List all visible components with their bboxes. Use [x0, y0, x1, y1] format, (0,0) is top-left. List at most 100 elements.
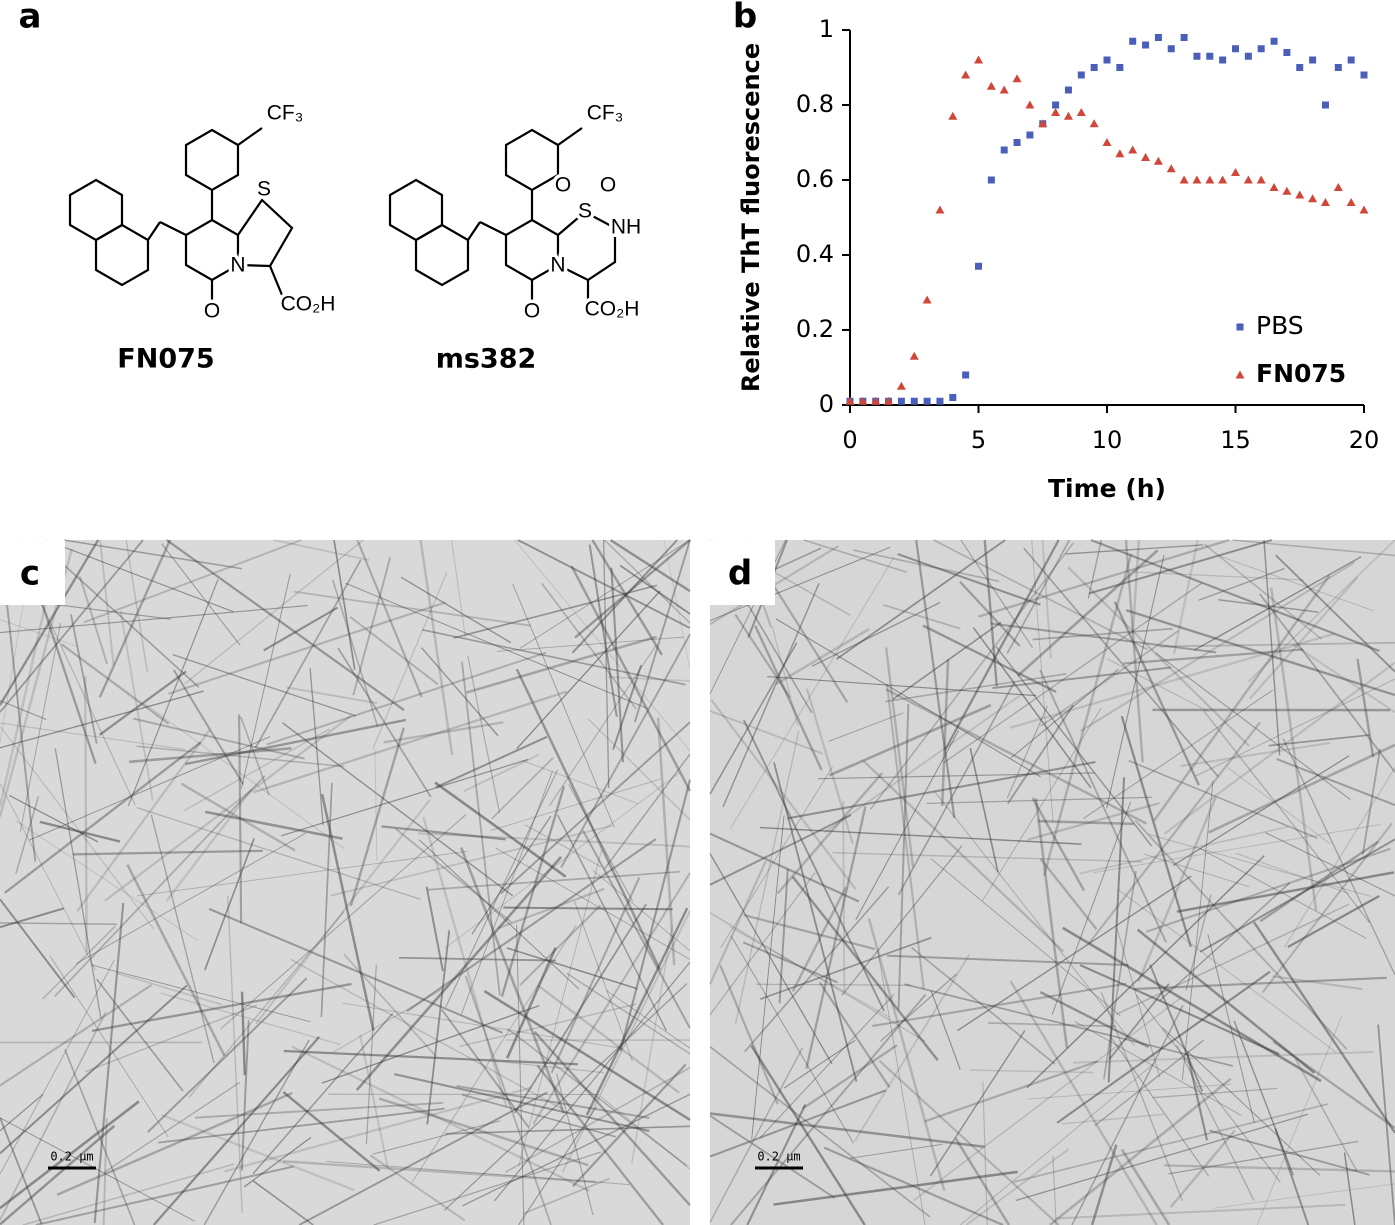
fibril	[0, 690, 204, 749]
fibril	[943, 582, 1203, 764]
fibril	[0, 1100, 140, 1210]
fibril	[1088, 721, 1261, 944]
fibril	[1131, 539, 1141, 634]
fibril	[320, 782, 333, 1017]
x-tick-label: 5	[971, 426, 986, 454]
data-point	[1231, 168, 1240, 176]
fibril	[506, 1027, 688, 1167]
fibril	[773, 1170, 1018, 1206]
fibril	[394, 1073, 650, 1132]
fibril	[0, 984, 188, 1155]
fibril	[496, 636, 684, 652]
fibril	[754, 625, 823, 771]
bond	[557, 127, 583, 146]
fibril	[619, 564, 691, 615]
fibril	[1227, 767, 1331, 845]
fibril	[398, 956, 556, 962]
fibril	[290, 958, 564, 1111]
data-point	[1051, 108, 1061, 116]
scale-bar-label: 0.2 µm	[50, 1150, 93, 1164]
atom-label: NH	[611, 216, 641, 239]
fibril	[734, 730, 800, 1025]
fibril	[849, 1143, 943, 1159]
fibril	[743, 913, 876, 951]
fibril	[884, 647, 915, 868]
fibril	[1137, 796, 1217, 983]
fibril	[496, 1060, 605, 1074]
fibril	[255, 799, 431, 1025]
fibril	[588, 544, 618, 717]
fibril	[599, 1095, 691, 1170]
fibril	[842, 801, 846, 993]
fibril	[1128, 760, 1318, 839]
fibril	[0, 722, 186, 751]
data-point	[987, 176, 995, 184]
data-point	[1013, 139, 1021, 146]
fibril	[730, 993, 927, 1225]
fibril	[1120, 715, 1192, 948]
atom-label: S	[257, 178, 271, 201]
fibril	[374, 749, 378, 861]
bond	[147, 221, 161, 241]
fibril	[926, 796, 1152, 805]
fibril	[0, 1093, 44, 1132]
fibril	[557, 814, 667, 1031]
fibril	[119, 610, 154, 801]
fibril	[495, 847, 691, 960]
fibril	[561, 910, 691, 1173]
fibril	[734, 613, 791, 698]
fibril	[252, 1012, 394, 1175]
fibril	[992, 666, 1172, 690]
data-point	[1129, 37, 1137, 45]
fibril	[136, 745, 345, 768]
fibril	[1259, 593, 1395, 773]
fibril	[471, 815, 552, 935]
fibril	[568, 784, 634, 902]
fibril	[467, 655, 501, 813]
fibril	[104, 714, 352, 902]
fibril	[1263, 539, 1281, 756]
fibril	[1253, 921, 1395, 1134]
data-point	[909, 351, 919, 360]
fibril	[1110, 1037, 1210, 1177]
y-tick-label: 0.2	[796, 315, 834, 343]
fibril	[1103, 870, 1137, 1080]
fibril	[91, 982, 352, 1032]
x-axis-title: Time (h)	[1048, 474, 1166, 503]
fibril	[1294, 1058, 1358, 1172]
fibril	[365, 964, 377, 1145]
fibril	[451, 539, 467, 639]
fibril	[1123, 648, 1304, 665]
scale-bar-label: 0.2 µm	[757, 1150, 800, 1164]
fibril	[421, 647, 499, 737]
fibril	[854, 954, 971, 1142]
fibril	[1176, 1044, 1255, 1201]
data-point	[1219, 56, 1227, 64]
fibril	[0, 959, 115, 1175]
fibril	[0, 1012, 107, 1221]
fibril	[293, 590, 531, 627]
fibril	[729, 926, 890, 1018]
data-point	[1038, 119, 1048, 128]
data-point	[1334, 64, 1342, 71]
fibril	[372, 1120, 501, 1155]
data-point	[1269, 183, 1279, 191]
fibril	[461, 661, 501, 996]
fibril	[1272, 975, 1363, 991]
fibril	[129, 747, 292, 764]
fibril	[609, 539, 691, 593]
fibril	[776, 772, 884, 895]
fibril	[1051, 801, 1132, 1015]
fibril	[506, 947, 638, 990]
fibril	[1259, 840, 1379, 923]
fibril	[1213, 1183, 1395, 1209]
fibril	[990, 622, 1217, 654]
fibril	[1272, 1040, 1395, 1129]
fibril	[1116, 927, 1161, 1078]
fibril	[1042, 553, 1133, 876]
fibril	[309, 668, 324, 825]
data-point	[1296, 64, 1304, 71]
fibril	[709, 912, 926, 1042]
data-point	[1103, 56, 1111, 64]
fibril	[929, 1030, 1026, 1177]
